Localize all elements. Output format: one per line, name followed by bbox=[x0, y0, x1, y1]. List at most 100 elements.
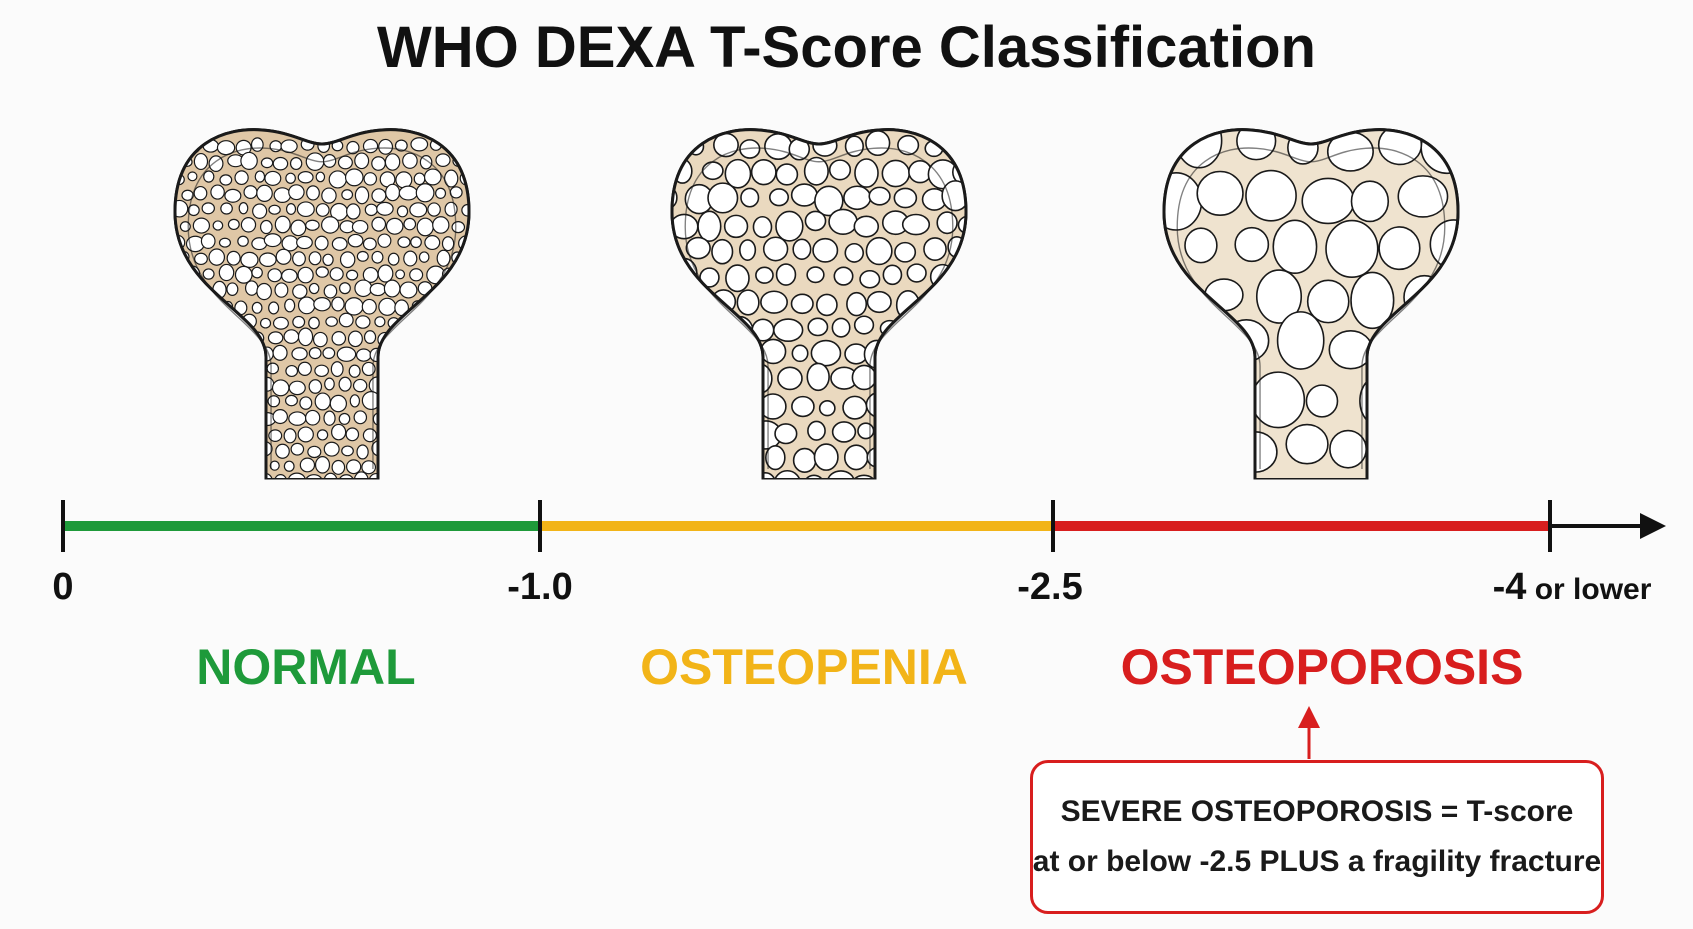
trabecular-pore bbox=[344, 297, 364, 316]
trabecular-pore bbox=[791, 395, 815, 418]
trabecular-pore bbox=[321, 187, 337, 204]
severe-osteoporosis-callout: SEVERE OSTEOPOROSIS = T-score at or belo… bbox=[1030, 760, 1604, 914]
trabecular-pore bbox=[826, 470, 856, 479]
trabecular-pore bbox=[268, 204, 281, 215]
trabecular-pore bbox=[647, 157, 667, 181]
trabecular-pore bbox=[936, 211, 958, 235]
trabecular-pore bbox=[460, 364, 469, 380]
trabecular-pore bbox=[175, 376, 179, 393]
trabecular-pore bbox=[681, 334, 714, 368]
trabecular-pore bbox=[941, 180, 966, 212]
trabecular-pore bbox=[814, 185, 844, 217]
trabecular-pore bbox=[191, 346, 212, 363]
trabecular-pore bbox=[220, 428, 235, 442]
trabecular-pore bbox=[451, 221, 466, 234]
trabecular-pore bbox=[387, 445, 400, 458]
trabecular-pore bbox=[308, 316, 320, 330]
trabecular-pore bbox=[866, 290, 892, 314]
trabecular-pore bbox=[210, 375, 225, 393]
trabecular-pore bbox=[738, 393, 764, 416]
trabecular-pore bbox=[752, 215, 773, 239]
trabecular-pore bbox=[200, 233, 216, 249]
trabecular-pore bbox=[686, 392, 710, 415]
trabecular-pore bbox=[1350, 271, 1395, 330]
trabecular-pore bbox=[741, 343, 761, 366]
trabecular-pore bbox=[458, 396, 469, 408]
trabecular-pore bbox=[227, 218, 240, 231]
trabecular-pore bbox=[269, 460, 280, 471]
trabecular-pore bbox=[963, 266, 966, 287]
trabecular-pore bbox=[681, 290, 709, 318]
trabecular-pore bbox=[252, 203, 268, 219]
trabecular-pore bbox=[882, 264, 903, 286]
trabecular-pore bbox=[928, 316, 957, 345]
trabecular-pore bbox=[949, 289, 966, 313]
trabecular-pore bbox=[227, 316, 241, 332]
trabecular-pore bbox=[464, 313, 469, 331]
trabecular-pore bbox=[439, 396, 457, 411]
trabecular-pore bbox=[897, 451, 916, 469]
trabecular-pore bbox=[157, 363, 170, 375]
trabecular-pore bbox=[777, 366, 803, 391]
trabecular-pore bbox=[187, 327, 204, 346]
trabecular-pore bbox=[853, 315, 875, 335]
trabecular-pore bbox=[1212, 381, 1252, 421]
trabecular-pore bbox=[157, 394, 169, 408]
trabecular-pore bbox=[208, 412, 224, 427]
trabecular-pore bbox=[322, 347, 336, 360]
trabecular-pore bbox=[812, 237, 839, 263]
trabecular-pore bbox=[179, 473, 192, 479]
trabecular-pore bbox=[411, 333, 423, 345]
trabecular-pore bbox=[175, 268, 185, 281]
trabecular-pore bbox=[345, 269, 359, 281]
trabecular-pore bbox=[194, 312, 210, 332]
trabecular-pore bbox=[356, 444, 369, 460]
trabecular-pore bbox=[722, 371, 749, 394]
trabecular-pore bbox=[813, 443, 839, 471]
trabecular-pore bbox=[790, 293, 814, 315]
trabecular-pore bbox=[314, 455, 331, 474]
trabecular-pore bbox=[329, 394, 348, 413]
trabecular-pore bbox=[175, 153, 177, 168]
trabecular-pore bbox=[428, 460, 441, 473]
trabecular-pore bbox=[418, 441, 433, 456]
trabecular-pore bbox=[193, 185, 208, 201]
trabecular-pore bbox=[371, 188, 387, 204]
trabecular-pore bbox=[341, 445, 354, 457]
trabecular-pore bbox=[427, 202, 441, 217]
trabecular-pore bbox=[672, 211, 675, 238]
trabecular-pore bbox=[950, 397, 966, 418]
trabecular-pore bbox=[466, 282, 469, 299]
trabecular-pore bbox=[226, 378, 244, 394]
trabecular-pore bbox=[806, 266, 825, 284]
trabecular-pore bbox=[242, 348, 260, 362]
trabecular-pore bbox=[297, 296, 316, 315]
trabecular-pore bbox=[216, 394, 234, 411]
trabecular-pore bbox=[901, 213, 931, 236]
trabecular-pore bbox=[251, 301, 263, 314]
trabecular-pore bbox=[1425, 330, 1458, 369]
trabecular-pore bbox=[230, 413, 242, 427]
trabecular-pore bbox=[284, 298, 296, 313]
trabecular-pore bbox=[304, 409, 321, 426]
trabecular-pore bbox=[199, 328, 217, 345]
trabecular-pore bbox=[736, 289, 760, 316]
tick-label-0: 0 bbox=[52, 566, 74, 608]
trabecular-pore bbox=[288, 411, 307, 426]
trabecular-pore bbox=[175, 332, 186, 345]
trabecular-pore bbox=[727, 420, 752, 441]
trabecular-pore bbox=[652, 370, 671, 390]
trabecular-pore bbox=[175, 138, 186, 154]
trabecular-pore bbox=[355, 348, 372, 362]
trabecular-pore bbox=[437, 443, 451, 457]
trabecular-pore bbox=[346, 203, 361, 220]
trabecular-pore bbox=[287, 472, 306, 479]
trabecular-pore bbox=[468, 412, 469, 428]
trabecular-pore bbox=[226, 250, 241, 266]
trabecular-pore bbox=[791, 344, 809, 363]
trabecular-pore bbox=[267, 268, 283, 283]
trabecular-pore bbox=[803, 156, 829, 186]
trabecular-pore bbox=[904, 417, 936, 449]
trabecular-pore bbox=[851, 364, 877, 391]
trabecular-pore bbox=[882, 470, 904, 479]
